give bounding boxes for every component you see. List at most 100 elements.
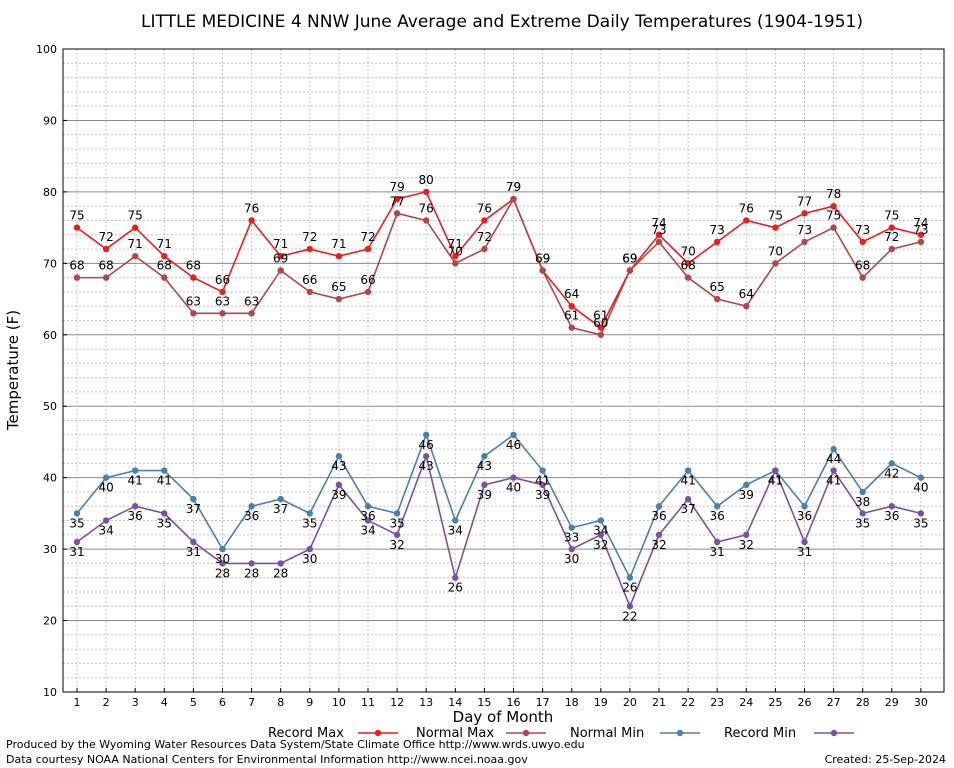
- x-tick-label: 15: [477, 696, 491, 709]
- record-max-point: [277, 252, 284, 260]
- record-max-data-label: 74: [913, 216, 928, 230]
- record-min-point: [801, 538, 808, 546]
- grid-lines: [63, 49, 944, 692]
- normal-max-data-label: 68: [855, 259, 870, 273]
- normal-max-point: [743, 303, 750, 310]
- x-tick-label: 27: [827, 696, 841, 709]
- normal-min-data-label: 43: [331, 459, 346, 473]
- y-tick-label: 80: [43, 186, 57, 199]
- record-min-data-label: 31: [186, 545, 201, 559]
- normal-max-data-label: 76: [419, 201, 434, 215]
- record-max-data-label: 69: [535, 251, 550, 265]
- normal-min-point: [102, 474, 110, 481]
- x-tick-label: 28: [856, 696, 870, 709]
- normal-min-data-label: 41: [128, 474, 143, 488]
- record-min-point: [190, 538, 197, 546]
- x-tick-label: 10: [332, 696, 346, 709]
- footer-created: Created: 25-Sep-2024: [825, 753, 946, 766]
- record-max-point: [830, 202, 837, 210]
- record-max-data-label: 78: [826, 187, 841, 201]
- record-max-point: [801, 210, 808, 217]
- record-min-point: [306, 545, 313, 553]
- record-min-point: [102, 517, 110, 524]
- record-min-data-label: 31: [710, 545, 725, 559]
- normal-max-data-label: 66: [360, 273, 375, 287]
- normal-min-point: [335, 453, 343, 460]
- record-max-point: [859, 238, 866, 246]
- normal-max-point: [277, 267, 284, 274]
- record-min-data-label: 37: [680, 502, 695, 516]
- y-tick-label: 40: [43, 472, 57, 485]
- record-min-data-label: 31: [69, 545, 84, 559]
- x-tick-label: 24: [739, 696, 753, 709]
- x-tick-label: 12: [390, 696, 404, 709]
- normal-min-data-label: 34: [448, 524, 463, 538]
- footer-data-courtesy: Data courtesy NOAA National Centers for …: [6, 753, 528, 766]
- x-tick-label: 4: [161, 696, 168, 709]
- normal-min-point: [393, 510, 401, 517]
- record-min-point: [161, 510, 168, 517]
- y-tick-label: 100: [36, 43, 57, 56]
- record-max-point: [772, 224, 779, 231]
- normal-min-data-label: 37: [186, 502, 201, 516]
- x-tick-label: 3: [132, 696, 139, 709]
- normal-min-point: [277, 495, 284, 503]
- x-tick-label: 30: [914, 696, 928, 709]
- record-max-data-label: 75: [128, 209, 143, 223]
- normal-max-point: [481, 245, 488, 253]
- normal-min-line: [76, 432, 922, 580]
- normal-max-point: [248, 310, 255, 317]
- record-max-point: [597, 324, 604, 331]
- record-min-data-label: 39: [331, 488, 346, 502]
- record-min-data-label: 28: [215, 566, 230, 580]
- record-min-data-label: 39: [477, 488, 492, 502]
- footer-produced-by: Produced by the Wyoming Water Resources …: [6, 738, 585, 751]
- x-axis-ticks: 1 2 3 4 5 6 7 8 9 10 11 12 13 14 15 16 17 18 19 20 21 22 23 24 2…: [74, 688, 928, 709]
- normal-min-point: [248, 503, 255, 510]
- normal-min-data-label: 42: [884, 466, 899, 480]
- data-labels-layer: 75 72 75 71 68 66 76 71 72 71 72 79 80 71 76 79 69 64 61 69…: [69, 173, 928, 623]
- normal-max-data-label: 79: [506, 180, 521, 194]
- normal-min-data-label: 30: [215, 552, 230, 566]
- record-min-point: [888, 503, 895, 510]
- record-max-data-label: 76: [739, 201, 754, 215]
- normal-max-point: [73, 274, 81, 281]
- normal-max-point: [132, 252, 139, 260]
- normal-max-point: [801, 238, 808, 246]
- normal-max-data-label: 69: [622, 251, 637, 265]
- normal-min-data-label: 35: [69, 516, 84, 530]
- plot-frame: [62, 48, 945, 693]
- record-max-data-label: 77: [797, 194, 812, 208]
- record-max-point: [568, 303, 575, 310]
- normal-max-point: [655, 238, 663, 246]
- normal-min-point: [597, 517, 604, 524]
- normal-min-data-label: 36: [360, 509, 375, 523]
- record-max-point: [423, 188, 430, 196]
- normal-max-data-label: 73: [913, 223, 928, 237]
- record-max-point: [655, 231, 663, 238]
- normal-min-data-label: 33: [564, 531, 579, 545]
- normal-min-point: [888, 460, 895, 467]
- normal-max-data-label: 69: [273, 251, 288, 265]
- x-tick-label: 20: [623, 696, 637, 709]
- normal-min-point: [568, 524, 575, 531]
- normal-max-data-label: 71: [128, 237, 143, 251]
- record-min-data-label: 32: [651, 538, 666, 552]
- normal-max-data-label: 68: [680, 259, 695, 273]
- normal-max-data-label: 75: [826, 209, 841, 223]
- record-min-point: [132, 503, 139, 510]
- normal-min-data-label: 35: [302, 516, 317, 530]
- normal-min-point: [743, 481, 750, 489]
- record-min-data-label: 40: [506, 481, 521, 495]
- record-max-data-label: 72: [98, 230, 113, 244]
- record-max-point: [364, 245, 372, 253]
- normal-min-data-label: 41: [157, 474, 172, 488]
- normal-max-data-label: 68: [98, 259, 113, 273]
- record-max-data-label: 79: [389, 180, 404, 194]
- normal-max-data-label: 70: [448, 244, 463, 258]
- normal-min-point: [510, 431, 517, 438]
- normal-min-data-label: 36: [651, 509, 666, 523]
- record-max-point: [452, 252, 459, 260]
- legend-marker-normal-max: [522, 729, 530, 737]
- record-max-point: [684, 260, 692, 267]
